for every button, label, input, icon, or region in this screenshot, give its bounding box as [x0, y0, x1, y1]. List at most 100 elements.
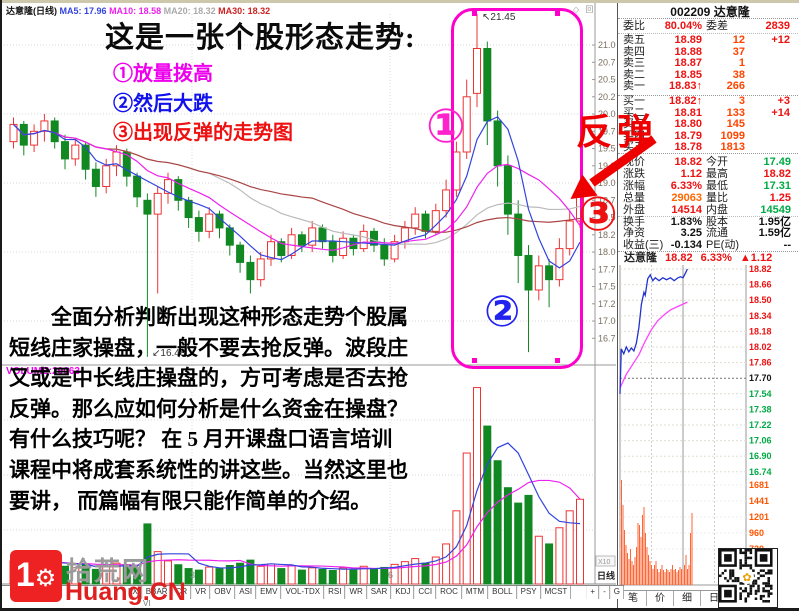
toolbar-button--[interactable]: -	[599, 586, 610, 599]
svg-text:19.00: 19.00	[598, 178, 616, 188]
indicator-tab-wr[interactable]: WR	[345, 586, 367, 599]
stat-value: --	[783, 239, 791, 252]
indicator-tab-cci[interactable]: CCI	[414, 586, 437, 599]
indicator-tab-emv[interactable]: EMV	[256, 586, 282, 599]
annotation-paragraph: 全面分析判断出现这种形态走势个股属 短线庄家操盘，一般不要去抢反弹。波段庄 又或是中…	[9, 302, 463, 516]
stat-row: 涨幅 6.33% 最低 17.31	[618, 180, 799, 192]
stat-label: 收益(三)	[623, 239, 664, 252]
svg-text:17.54: 17.54	[749, 389, 772, 399]
stat-value: 14549	[760, 203, 791, 216]
toolbar-button-G[interactable]: G	[609, 586, 624, 599]
paragraph-line: 要讲， 而篇幅有限只能作简单的介绍。	[9, 488, 372, 513]
level-volume: 12	[732, 34, 745, 46]
paragraph-line: 全面分析判断出现这种形态走势个股属	[9, 305, 408, 329]
intraday-pct: 6.33%	[700, 252, 732, 264]
stat-value: 1.12	[680, 167, 702, 180]
stat-label: 外盘	[623, 203, 645, 216]
chart-corner-icons[interactable]: ◇ 回	[573, 5, 596, 14]
stat-value: 17.31	[763, 179, 791, 192]
level-volume: 266	[726, 80, 745, 93]
indicator-tab-bbar[interactable]: BBAR	[141, 586, 172, 599]
indicator-tab-mtm[interactable]: MTM	[461, 586, 489, 599]
svg-text:✿: ✿	[742, 572, 751, 584]
svg-text:17.22: 17.22	[749, 420, 772, 430]
toolbar-button-+[interactable]: +	[586, 586, 600, 599]
watermark-site-url: Huang.CN	[65, 578, 186, 606]
stat-label: 涨幅	[623, 179, 645, 192]
paragraph-line: 反弹。那么应如何分析是什么资金在操盘？	[9, 396, 408, 421]
intraday-change: ▲1.12	[739, 252, 773, 264]
level-price: 18.85	[674, 68, 702, 81]
svg-text:18.00: 18.00	[598, 247, 616, 257]
red-arrow	[570, 135, 657, 199]
ma5-value: MA5: 17.96	[59, 6, 107, 16]
stat-label: 最低	[706, 179, 728, 192]
level-price: 18.82↑	[668, 95, 702, 107]
level-volume: 133	[726, 106, 745, 119]
level-volume: 1	[738, 57, 745, 70]
volume-pane-header: VOLUME:29063↑	[6, 366, 85, 377]
svg-text:18.75: 18.75	[598, 195, 616, 205]
bid-row: 买四 18.79 1099	[618, 130, 799, 143]
circled-number-3: ③	[578, 187, 618, 240]
svg-text:17.06: 17.06	[749, 436, 772, 446]
indicator-tab-mcst[interactable]: MCST	[540, 586, 572, 599]
secondary-tab[interactable]: VI	[143, 599, 151, 608]
indicator-tab-kdj[interactable]: KDJ	[391, 586, 415, 599]
level-label: 卖四	[623, 45, 645, 58]
indicator-tabs: LX BBAR CR VR OBV ASI EMV VOL-TDX RSI WR SAR KDJ CCI…	[124, 586, 572, 599]
intraday-tab-价[interactable]: 价	[647, 591, 674, 606]
stat-row: 外盘 14514 内盘 14549	[618, 204, 799, 217]
stat-value: 29063	[671, 191, 702, 204]
intraday-chart[interactable]: 18.82 18.66 18.50 18.34 18.18 18.02 17.86 17.70…	[618, 263, 799, 589]
box-handle[interactable]	[555, 358, 560, 363]
indicator-tab-cr[interactable]: CR	[171, 586, 192, 599]
indicator-tab-obv[interactable]: OBV	[210, 586, 236, 599]
bid-row: 买一 18.82↑ 3 +3	[618, 95, 799, 108]
ask-bid-divider	[618, 95, 799, 96]
shihuang-logo: 1⚙	[10, 550, 62, 602]
level-volume: 38	[732, 68, 745, 81]
svg-text:X10: X10	[598, 559, 611, 566]
circled-number-2: ②	[484, 288, 521, 336]
svg-text:1201: 1201	[749, 512, 769, 522]
paragraph-line: 有什么技巧呢？ 在 5 月开课盘口语言培训	[9, 427, 393, 452]
indicator-tab-roc[interactable]: ROC	[436, 586, 462, 599]
level-price: 18.81	[674, 106, 702, 119]
stat-label: 流通	[706, 227, 728, 240]
indicator-tab-rsi[interactable]: RSI	[324, 586, 346, 599]
intraday-tab-笔[interactable]: 笔	[620, 591, 647, 606]
level-label: 卖一	[623, 80, 645, 93]
svg-text:18.25: 18.25	[598, 230, 616, 240]
svg-text:21.00: 21.00	[598, 40, 616, 50]
logo-digit: 1	[15, 556, 35, 594]
svg-text:20.50: 20.50	[598, 75, 616, 85]
level-price: 18.78	[674, 141, 702, 154]
svg-text:960: 960	[749, 528, 764, 538]
kline-header: 达意隆(日线) MA5: 17.96 MA10: 18.58 MA20: 18.…	[6, 4, 270, 17]
stat-value: 18.82	[674, 156, 702, 168]
svg-text:17.75: 17.75	[598, 264, 616, 274]
level-delta: +14	[771, 106, 790, 119]
indicator-tab-boll[interactable]: BOLL	[488, 586, 517, 599]
indicator-tab-psy[interactable]: PSY	[516, 586, 541, 599]
svg-text:3: 3	[190, 570, 195, 580]
svg-text:18.34: 18.34	[749, 311, 772, 321]
stat-label: 换手	[623, 215, 645, 228]
stat-row: 换手 1.83% 股本 1.95亿	[618, 216, 799, 228]
window-top-strip	[2, 0, 799, 3]
stat-row: 净资 3.25 流通 1.59亿	[618, 227, 799, 239]
level-price: 18.80	[674, 118, 702, 131]
intraday-tab-细[interactable]: 细	[674, 591, 701, 606]
box-handle[interactable]	[472, 358, 477, 363]
annotation-title: 这是一张个股形态走势:	[105, 22, 416, 54]
indicator-tab-sar[interactable]: SAR	[366, 586, 392, 599]
indicator-tab-asi[interactable]: ASI	[235, 586, 257, 599]
box-handle[interactable]	[472, 11, 477, 16]
indicator-tab-vr[interactable]: VR	[191, 586, 211, 599]
indicator-tab-vol-tdx[interactable]: VOL-TDX	[281, 586, 325, 599]
indicator-tab-lx[interactable]: LX	[124, 586, 142, 599]
watermark-site-name: 拾荒网	[66, 557, 151, 586]
stat-label: PE(动)	[706, 239, 739, 252]
box-handle[interactable]	[555, 11, 560, 16]
